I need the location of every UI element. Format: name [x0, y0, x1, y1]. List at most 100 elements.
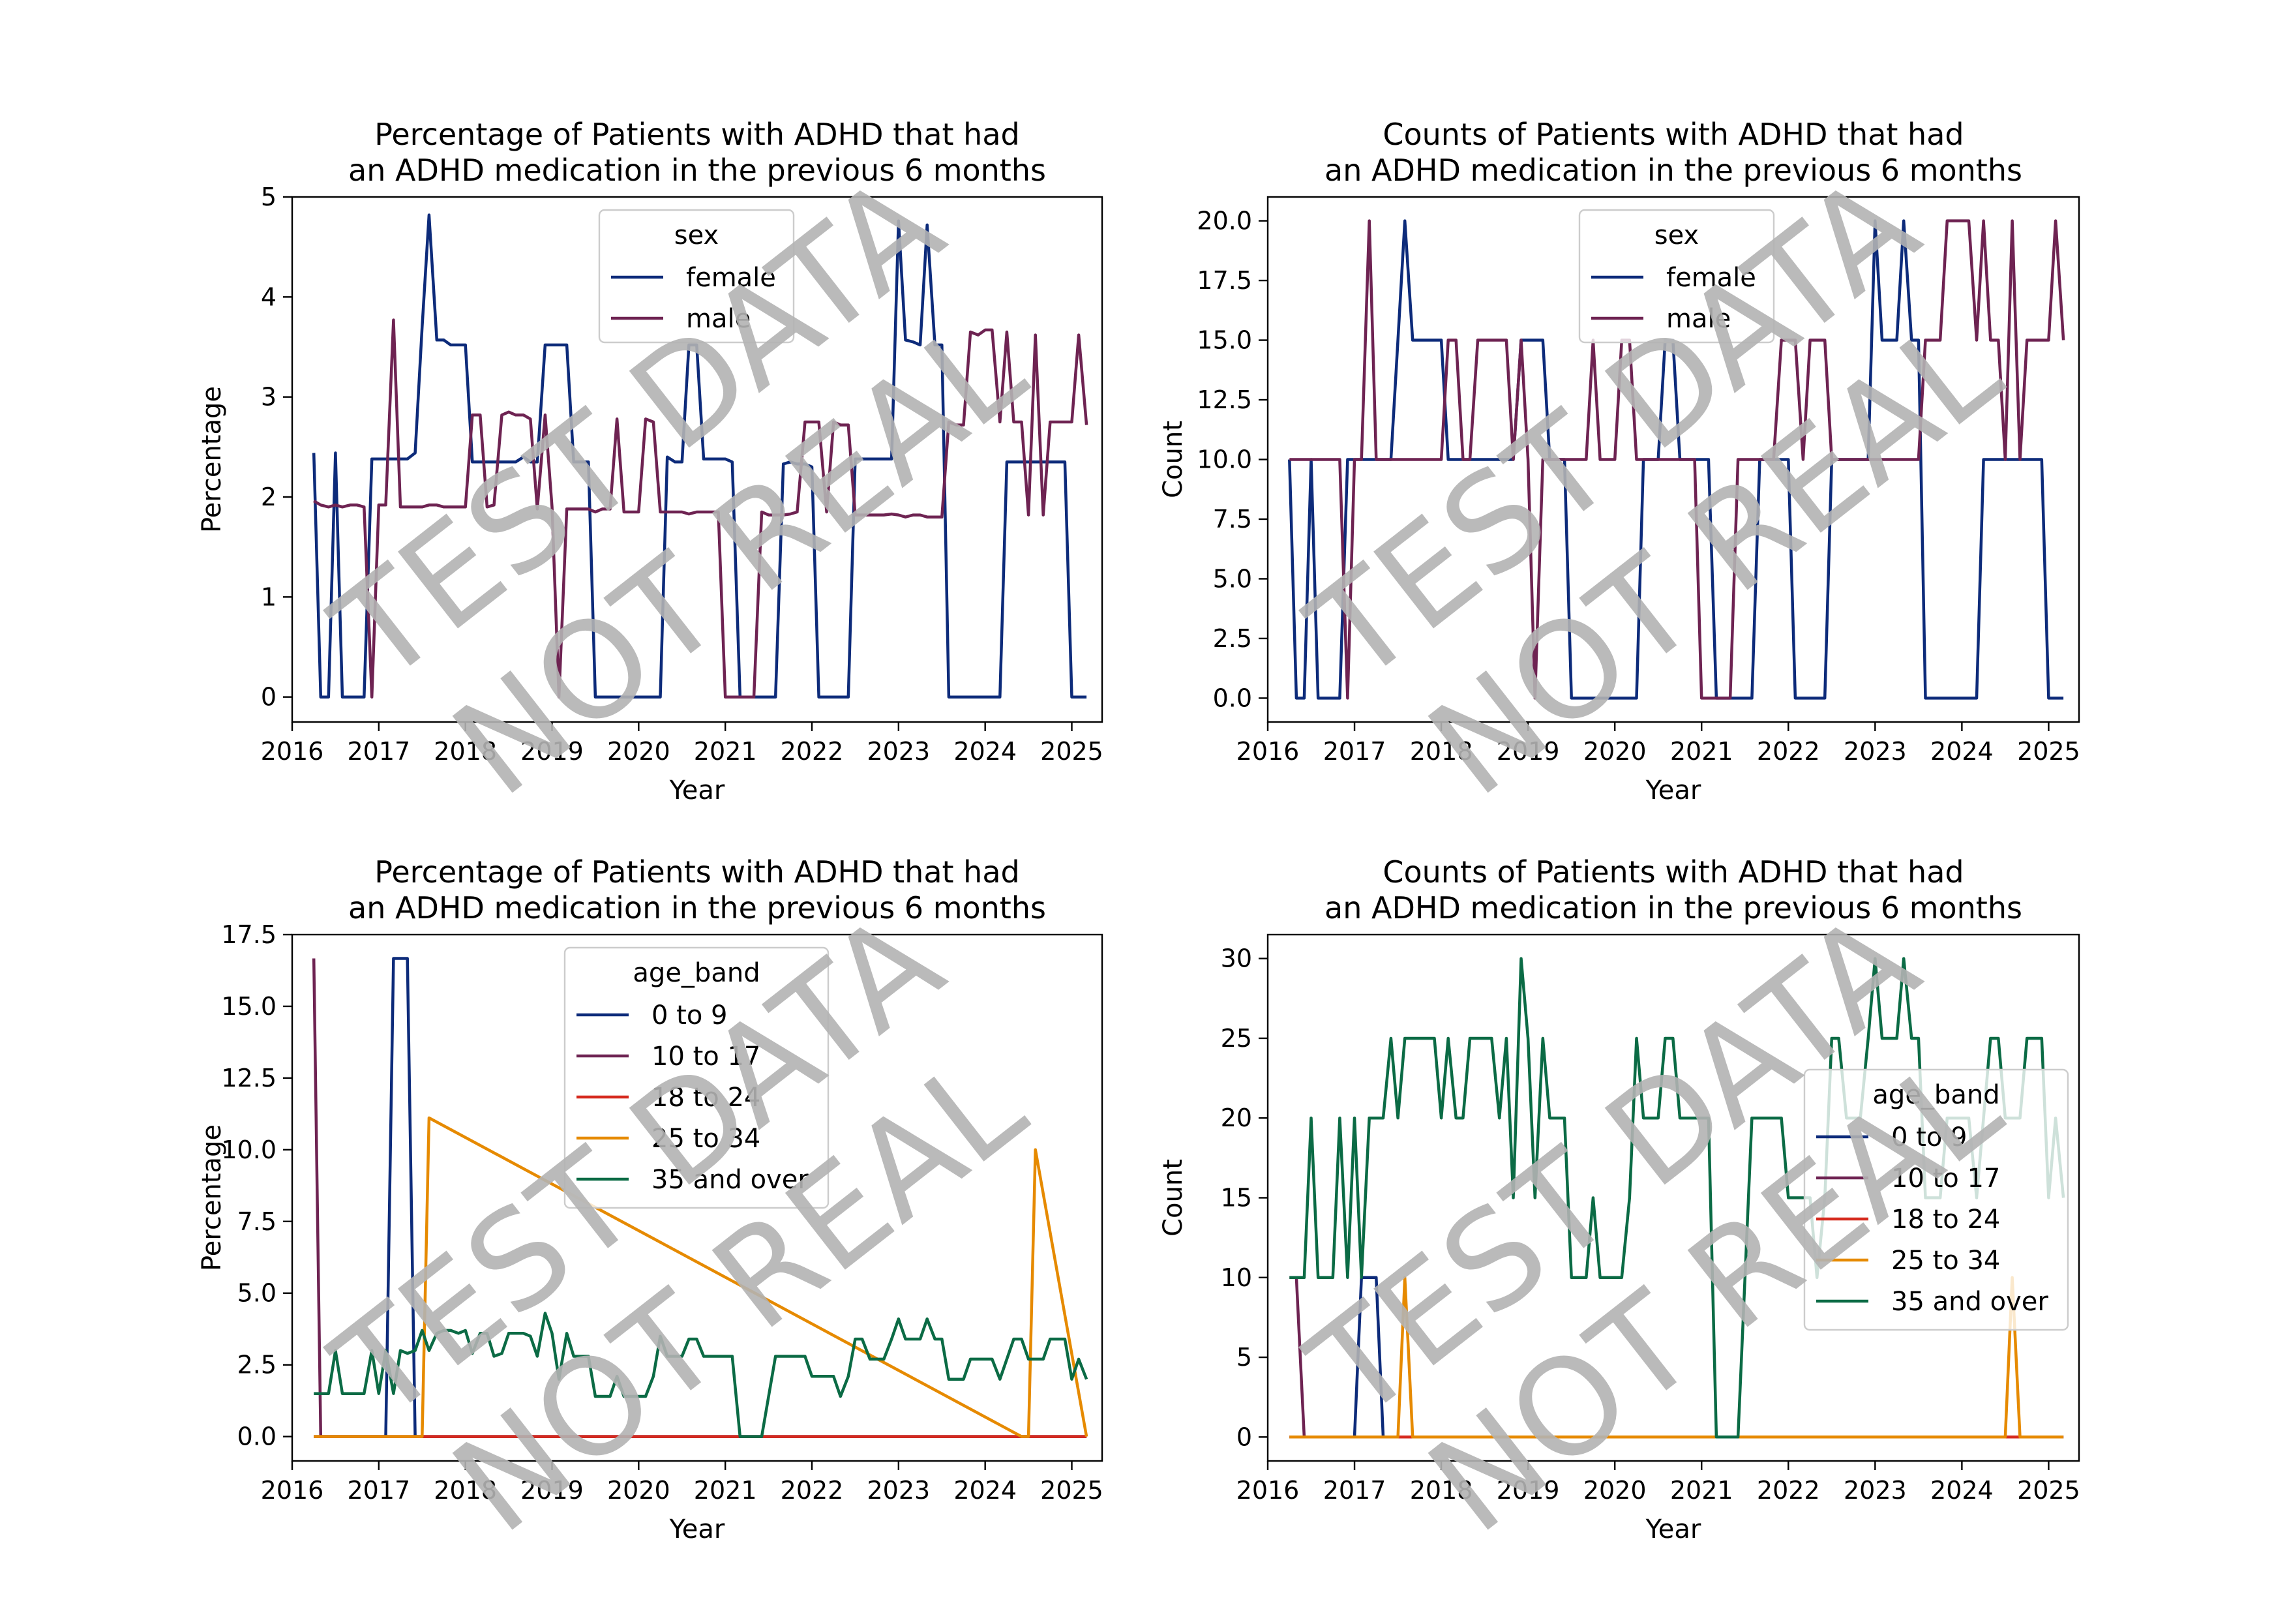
x-tick-label: 2023 [1844, 737, 1907, 766]
legend-entry: 25 to 34 [651, 1124, 760, 1154]
x-tick-label: 2019 [1497, 737, 1560, 766]
series-group [312, 213, 1088, 699]
y-tick-label: 2.5 [237, 1351, 277, 1379]
series-line-25-to-34 [314, 1116, 1088, 1438]
y-tick-label: 0.0 [237, 1422, 277, 1451]
y-tick-label: 2 [261, 483, 277, 511]
y-tick-label: 10.0 [221, 1135, 277, 1164]
x-tick-label: 2016 [261, 737, 324, 766]
y-tick-label: 0 [261, 683, 277, 712]
axes-frame [291, 933, 1103, 1462]
legend-title: age_band [633, 958, 760, 988]
chart-panel-4: 2016 2017 2018 2019 2020 2021 2022 2023 2024 2025… [1158, 854, 2080, 1544]
legend-box [1803, 1068, 2069, 1331]
legend-entry: 35 and over [1891, 1287, 2048, 1317]
x-tick-label: 2024 [953, 737, 1017, 766]
y-tick-label: 0.0 [1213, 684, 1252, 712]
y-tick-label: 5 [261, 183, 277, 211]
x-tick-label: 2020 [1583, 737, 1647, 766]
y-tick-label: 4 [261, 282, 277, 311]
x-tick-label: 2022 [1757, 1476, 1820, 1505]
chart-title-line: Counts of Patients with ADHD that had [1383, 117, 1964, 152]
legend-entry: 0 to 9 [1891, 1122, 1967, 1152]
x-tick-label: 2021 [1670, 1476, 1733, 1505]
legend-box [598, 209, 795, 344]
x-tick-label: 2020 [607, 1476, 670, 1505]
plots-layer: 2016 2017 2018 2019 2020 2021 2022 2023 2024 2025… [197, 117, 2080, 1544]
x-tick-label: 2022 [781, 737, 844, 766]
y-tick-label: 30 [1221, 944, 1252, 973]
y-tick-label: 0 [1236, 1422, 1252, 1451]
series-line-female [1288, 219, 2064, 700]
x-tick-label: 2022 [781, 1476, 844, 1505]
y-tick-label: 12.5 [1197, 385, 1252, 414]
x-tick-label: 2016 [261, 1476, 324, 1505]
x-tick-label: 2018 [1410, 1476, 1473, 1505]
y-tick-label: 15.0 [221, 992, 277, 1021]
legend-title: sex [674, 220, 719, 250]
legend-entry: male [686, 304, 751, 334]
y-tick-label: 17.5 [1197, 266, 1252, 295]
x-axis-label: Year [669, 1514, 725, 1544]
chart-panel-3: 2016 2017 2018 2019 2020 2021 2022 2023 2024 2025… [197, 854, 1103, 1544]
legend-entry: 25 to 34 [1891, 1246, 2000, 1276]
x-tick-label: 2017 [347, 1476, 410, 1505]
legend-entry: male [1666, 304, 1731, 334]
x-tick-label: 2019 [520, 1476, 584, 1505]
chart-title-line: an ADHD medication in the previous 6 mon… [1324, 890, 2022, 925]
x-tick-label: 2017 [347, 737, 410, 766]
chart-title-line: an ADHD medication in the previous 6 mon… [1324, 153, 2022, 188]
series-group [1288, 219, 2065, 700]
x-tick-label: 2023 [1844, 1476, 1907, 1505]
chart-title-line: an ADHD medication in the previous 6 mon… [348, 153, 1046, 188]
x-tick-label: 2020 [1583, 1476, 1647, 1505]
y-tick-label: 15.0 [1197, 326, 1252, 355]
y-tick-label: 3 [261, 383, 277, 412]
axes-frame [291, 196, 1103, 723]
y-tick-label: 20 [1221, 1104, 1252, 1132]
x-tick-label: 2018 [1410, 737, 1473, 766]
series-line-35-and-over [314, 1312, 1088, 1438]
x-tick-label: 2021 [694, 1476, 757, 1505]
x-tick-label: 2022 [1757, 737, 1820, 766]
x-tick-label: 2019 [520, 737, 584, 766]
x-tick-label: 2025 [2017, 737, 2080, 766]
y-axis-label: Percentage [197, 386, 227, 533]
y-tick-label: 7.5 [1213, 505, 1252, 534]
y-axis-label: Count [1158, 1159, 1188, 1237]
y-tick-label: 5.0 [1213, 564, 1252, 593]
x-axis-label: Year [1645, 1514, 1701, 1544]
x-tick-label: 2019 [1497, 1476, 1560, 1505]
legend-entry: 18 to 24 [1891, 1205, 2000, 1235]
x-tick-label: 2018 [434, 1476, 497, 1505]
y-tick-label: 5 [1236, 1343, 1252, 1372]
x-tick-label: 2023 [867, 1476, 930, 1505]
legend: age_band 0 to 9 10 to 17 18 to 24 25 to 34 35… [563, 946, 830, 1209]
x-tick-label: 2024 [1930, 1476, 1994, 1505]
y-tick-label: 7.5 [237, 1207, 277, 1236]
series-line-25-to-34 [1289, 1276, 2064, 1439]
legend-entry: 35 and over [651, 1165, 809, 1195]
series-line-female [312, 213, 1087, 699]
legend-entry: 0 to 9 [651, 1000, 727, 1030]
chart-title-line: Percentage of Patients with ADHD that ha… [374, 854, 1019, 890]
legend-entry: 18 to 24 [651, 1083, 760, 1113]
series-line-male [1289, 219, 2065, 700]
series-group [312, 957, 1088, 1438]
legend-entry: 10 to 17 [651, 1042, 760, 1072]
y-tick-label: 12.5 [221, 1064, 277, 1092]
x-tick-label: 2025 [1040, 1476, 1103, 1505]
legend: sex female male [1578, 209, 1775, 344]
y-tick-label: 10.0 [1197, 445, 1252, 474]
y-axis-label: Percentage [197, 1124, 227, 1271]
x-tick-label: 2016 [1236, 1476, 1300, 1505]
legend-box [563, 946, 830, 1209]
y-tick-label: 20.0 [1197, 207, 1252, 235]
y-axis-label: Count [1158, 421, 1188, 498]
legend: age_band 0 to 9 10 to 17 18 to 24 25 to 34 35… [1803, 1068, 2069, 1331]
chart-title-line: an ADHD medication in the previous 6 mon… [348, 890, 1046, 925]
y-tick-label: 15 [1221, 1184, 1252, 1212]
legend: sex female male [598, 209, 795, 344]
x-tick-label: 2023 [867, 737, 930, 766]
